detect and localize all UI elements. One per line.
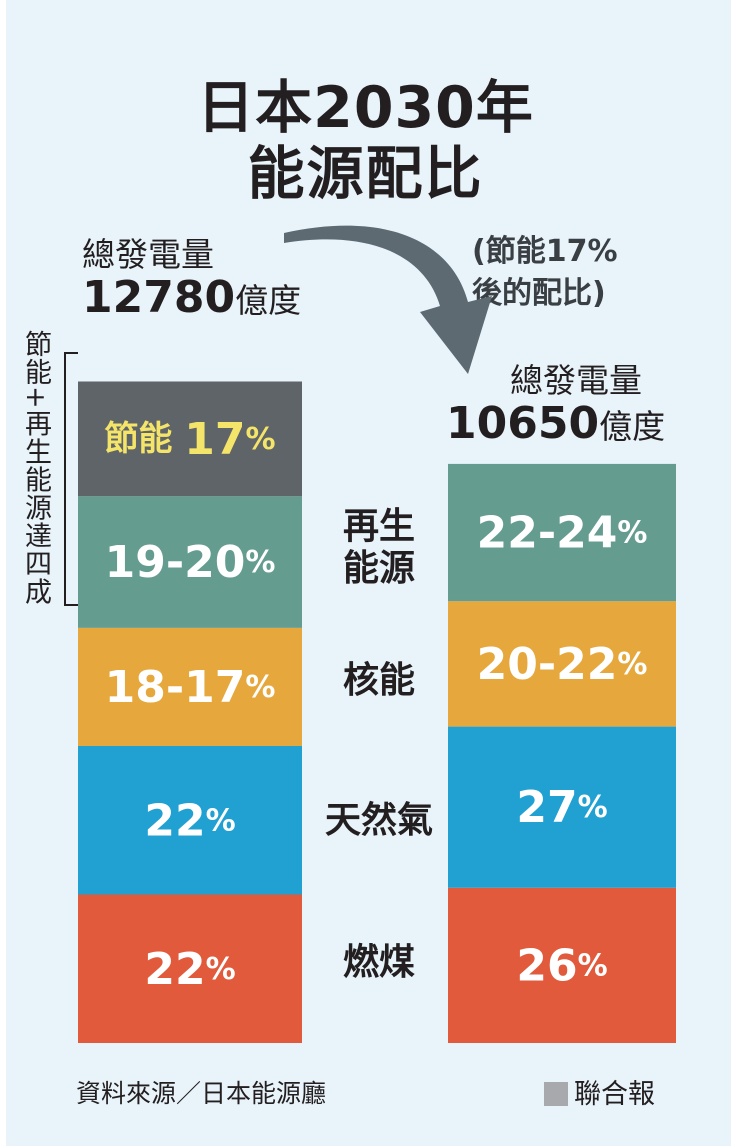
category-label-renewable: 再生 能源 — [306, 506, 452, 590]
bar-segment-right-nuclear — [448, 601, 676, 727]
bar-segment-left-nuclear — [78, 627, 302, 746]
side-note: 節能+再生能源達四成 — [20, 330, 51, 606]
data-label-right-coal: 26% — [516, 940, 607, 991]
source-note: 資料來源／日本能源廳 — [76, 1079, 327, 1108]
category-label-renewable-line2: 能源 — [342, 548, 415, 589]
data-label-left-gas: 22% — [144, 795, 235, 846]
left-total-unit: 億度 — [235, 281, 302, 320]
chart-title-line1: 日本2030年 — [197, 75, 534, 141]
brand-name: 聯合報 — [574, 1079, 655, 1110]
category-label-gas: 天然氣 — [324, 800, 433, 841]
data-label-right-nuclear: 20-22% — [477, 638, 648, 689]
right-note-line1: (節能17% — [472, 234, 618, 269]
data-label-left-coal: 22% — [144, 943, 235, 994]
bar-segment-right-coal — [448, 887, 676, 1043]
category-label-renewable-line1: 再生 — [342, 506, 415, 547]
category-label-nuclear: 核能 — [342, 660, 415, 701]
brand-square-icon — [544, 1082, 568, 1106]
flow-arrow — [284, 225, 492, 374]
bar-segment-left-renewable — [78, 496, 302, 628]
data-label-left-nuclear: 18-17% — [105, 661, 276, 712]
left-total-number: 12780 — [82, 272, 236, 323]
bar-segment-right-renewable — [448, 463, 676, 602]
data-label-left-saving: 節能 17% — [104, 413, 275, 464]
right-note-line2: 後的配比) — [472, 276, 606, 311]
right-total-label: 總發電量 — [510, 361, 642, 400]
side-bracket — [64, 352, 78, 606]
data-label-left-renewable: 19-20% — [105, 537, 276, 588]
bar-segment-left-gas — [78, 746, 302, 895]
left-total-label: 總發電量 — [82, 235, 214, 274]
right-total-value: 10650億度 — [446, 398, 665, 449]
bar-segment-right-gas — [448, 726, 676, 888]
right-total-number: 10650 — [446, 398, 600, 449]
stacked-bar-chart: 22% 22% 18-17% 19-20% 節能 17% 26% 27% 20-22% 22-2… — [78, 225, 676, 1043]
category-label-coal: 燃煤 — [342, 942, 415, 983]
left-total-value: 12780億度 — [82, 272, 301, 323]
infographic: 日本2030年 能源配比 總發電量 12780億度 (節能17% 後的配比) 總… — [6, 0, 731, 1146]
right-total-unit: 億度 — [599, 407, 666, 446]
bar-segment-left-saving — [78, 381, 302, 497]
data-label-right-gas: 27% — [516, 782, 607, 833]
bar-segment-left-coal — [78, 894, 302, 1043]
data-label-right-renewable: 22-24% — [477, 507, 648, 558]
brand: 聯合報 — [544, 1072, 655, 1111]
chart-title-line2: 能源配比 — [247, 141, 484, 207]
